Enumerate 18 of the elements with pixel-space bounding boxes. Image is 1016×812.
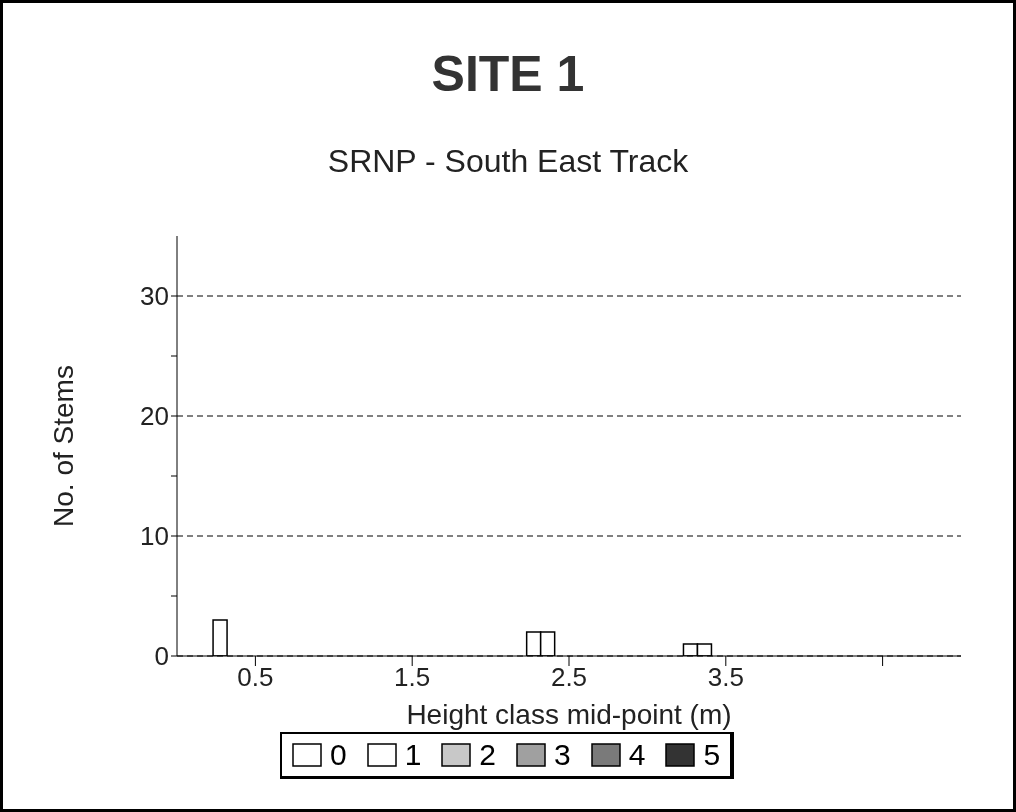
x-tick-label: 2.5: [550, 662, 588, 693]
legend-label: 3: [554, 738, 571, 772]
y-axis-title: No. of Stems: [47, 365, 79, 527]
legend-label: 4: [628, 738, 646, 772]
x-tick-label: 1.5: [394, 662, 431, 693]
x-axis-title: Height class mid-point (m): [406, 699, 732, 730]
x-tick-label: 0.5: [237, 662, 274, 693]
chart-subtitle: SRNP - South East Track: [326, 143, 690, 180]
chart-title: SITE 1: [430, 45, 586, 103]
legend-label: 1: [404, 738, 422, 772]
x-tick-label: 3.5: [707, 662, 744, 693]
legend-label: 5: [703, 738, 721, 772]
legend-label: 0: [329, 738, 347, 772]
legend-label: 2: [479, 738, 496, 772]
y-tick-label: 30: [140, 281, 169, 312]
y-tick-label: 20: [140, 401, 169, 432]
y-tick-label: 0: [154, 641, 169, 672]
y-tick-label: 10: [140, 521, 169, 552]
